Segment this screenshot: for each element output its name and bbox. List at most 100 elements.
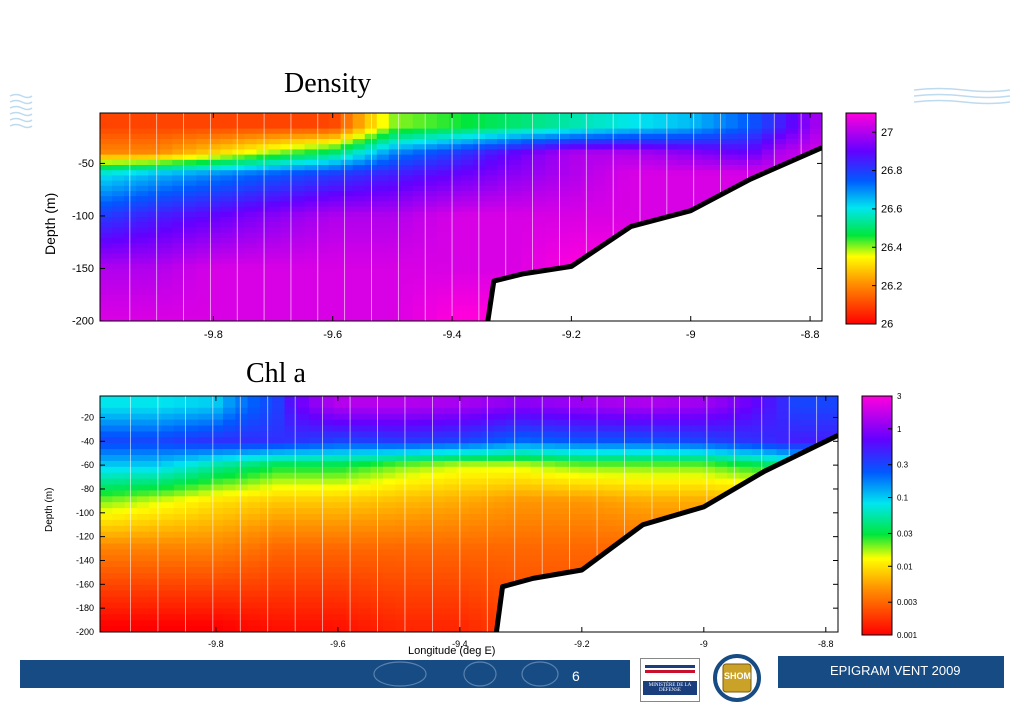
heatmap-cell [801,443,814,450]
heatmap-cell [280,258,294,265]
heatmap-cell [247,413,261,421]
heatmap-cell [497,253,510,260]
heatmap-cell [813,419,827,427]
heatmap-cell [518,543,532,550]
heatmap-cell [641,496,655,503]
heatmap-cell [232,300,245,306]
heatmap-cell [244,139,258,145]
heatmap-cell [579,455,593,462]
heatmap-cell [220,300,233,306]
heatmap-cell [370,519,384,527]
heatmap-cell [296,455,310,462]
heatmap-cell [473,227,486,234]
heatmap-cell [364,227,378,234]
density-chart-title: Density [284,68,372,99]
heatmap-cell [358,549,372,556]
heatmap-cell [186,396,199,403]
heatmap-cell [395,396,409,403]
heatmap-cell [100,123,113,130]
heatmap-cell [136,263,149,270]
heatmap-cell [628,443,642,450]
heatmap-cell [533,258,546,265]
heatmap-cell [124,258,137,265]
heatmap-cell [160,248,173,254]
heatmap-cell [124,128,137,135]
heatmap-cell [198,478,212,486]
heatmap-cell [509,149,522,156]
heatmap-cell [284,561,298,568]
heatmap-cell [407,567,421,574]
heatmap-cell [382,614,396,621]
heatmap-cell [407,614,421,621]
heatmap-cell [412,113,426,119]
heatmap-cell [256,305,270,312]
heatmap-cell [160,222,173,228]
heatmap-cell [407,437,421,444]
heatmap-cell [382,443,396,450]
heatmap-cell [581,133,594,140]
heatmap-cell [268,305,282,312]
heatmap-cell [208,185,221,192]
heatmap-cell [469,419,482,427]
heatmap-cell [653,123,667,130]
heatmap-cell [186,590,199,598]
heatmap-cell [376,191,390,197]
heatmap-cell [749,144,763,150]
heatmap-cell [761,118,775,124]
heatmap-cell [309,407,322,415]
heatmap-cell [149,525,163,533]
heatmap-cell [749,118,763,124]
chl-x-axis-label: Longitude (deg E) [408,645,496,657]
heatmap-cell [112,508,126,515]
heatmap-cell [690,478,704,486]
heatmap-cell [773,118,787,124]
heatmap-cell [461,274,474,280]
heatmap-cell [461,133,474,140]
heatmap-cell [616,431,630,438]
heatmap-cell [395,561,409,568]
heatmap-cell [124,263,137,270]
heatmap-cell [701,165,715,171]
heatmap-cell [172,284,185,291]
heatmap-cell [256,201,270,208]
heatmap-cell [533,232,546,239]
heatmap-cell [469,525,482,533]
heatmap-cell [518,573,532,580]
heatmap-cell [509,232,522,239]
heatmap-cell [801,401,814,409]
heatmap-cell [198,460,212,468]
heatmap-cell [124,590,138,598]
heatmap-cell [424,300,438,306]
heatmap-cell [715,466,728,474]
heatmap-cell [469,413,482,421]
heatmap-cell [542,508,556,515]
heatmap-cell [358,578,372,586]
heatmap-cell [678,466,691,474]
heatmap-cell [395,531,409,539]
heatmap-cell [124,466,138,474]
heatmap-cell [247,608,261,615]
heatmap-cell [358,496,372,503]
heatmap-cell [737,118,751,124]
heatmap-cell [149,478,163,486]
heatmap-cell [448,258,462,265]
heatmap-cell [567,555,581,562]
heatmap-cell [545,154,558,161]
heatmap-cell [485,274,498,280]
heatmap-cell [296,490,310,497]
heatmap-cell [424,201,438,208]
heatmap-cell [196,185,209,192]
heatmap-cell [208,310,221,317]
heatmap-cell [481,425,495,432]
heatmap-cell [469,425,482,432]
heatmap-cell [567,466,581,474]
heatmap-cell [364,118,378,124]
heatmap-cell [509,191,522,197]
heatmap-cell [751,431,765,438]
heatmap-cell [436,305,450,312]
heatmap-cell [124,531,138,539]
heatmap-cell [388,154,402,161]
heatmap-cell [376,258,390,265]
heatmap-cell [557,227,570,234]
heatmap-cell [220,206,233,213]
